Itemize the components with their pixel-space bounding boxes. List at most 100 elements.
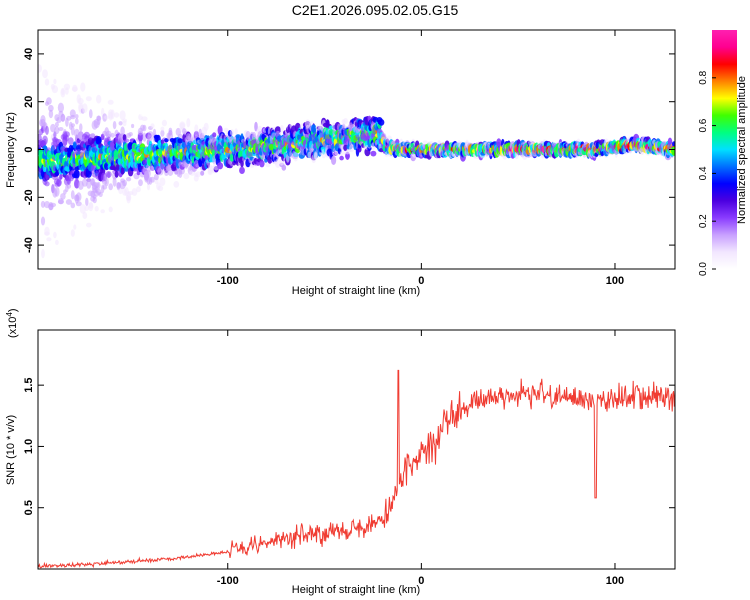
heatmap-cell (343, 118, 348, 124)
heatmap-cell (168, 129, 173, 136)
heatmap-cell (70, 202, 76, 209)
heatmap-cell (152, 128, 157, 137)
x-tick-label: 0 (418, 575, 424, 587)
colorbar-label: Normalized spectral amplitude (736, 76, 748, 224)
heatmap-cell (48, 104, 54, 112)
heatmap-cell (70, 190, 75, 200)
heatmap-cell (100, 209, 105, 214)
y-tick-label: 0.5 (23, 500, 35, 515)
heatmap-cell (98, 191, 103, 197)
heatmap-cell (313, 151, 318, 160)
heatmap-cell (66, 115, 72, 121)
heatmap-cell (48, 109, 54, 119)
heatmap-cell (64, 134, 69, 142)
y-tick-label: 20 (23, 96, 35, 108)
snr-xlabel: Height of straight line (km) (292, 584, 420, 596)
heatmap-cell (177, 138, 183, 144)
heatmap-cell (234, 128, 238, 135)
heatmap-cell (80, 82, 86, 92)
heatmap-cell (138, 179, 143, 187)
heatmap-cell (53, 231, 57, 239)
heatmap-cell (212, 132, 217, 138)
heatmap-cell (96, 181, 101, 190)
heatmap-cell (142, 124, 147, 132)
colorbar-tick-label: 0.6 (698, 118, 709, 132)
heatmap-cell (84, 205, 90, 211)
heatmap-cell (67, 137, 74, 146)
heatmap-cell (70, 123, 76, 128)
heatmap-cell (136, 186, 141, 193)
heatmap-cell (104, 178, 109, 187)
heatmap-cell (124, 138, 130, 143)
heatmap-cell (203, 122, 209, 131)
heatmap-cell (89, 109, 93, 119)
heatmap-cell (146, 183, 151, 191)
heatmap-cell (274, 158, 281, 168)
heatmap-axes: -100 0 100 -40 -20 0 20 40 (23, 30, 675, 287)
heatmap-cell (159, 177, 166, 186)
heatmap-cell (311, 124, 317, 133)
heatmap-xlabel: Height of straight line (km) (292, 285, 420, 297)
heatmap-cell (128, 132, 133, 137)
heatmap-cell (82, 212, 88, 219)
heatmap-cell (77, 97, 84, 105)
heatmap-cell (94, 205, 99, 212)
heatmap-cell (280, 125, 284, 133)
snr-ylabel: SNR (10 * v/v) (5, 415, 17, 485)
heatmap-cell (114, 112, 120, 118)
snr-scale-label: (x104) (5, 308, 19, 338)
snr-plot-area (38, 369, 675, 569)
heatmap-cell (161, 119, 167, 127)
heatmap-cell (194, 124, 199, 133)
heatmap-cell (63, 131, 70, 138)
heatmap-cell (85, 96, 92, 102)
heatmap-cell (150, 176, 155, 183)
heatmap-cell (96, 94, 102, 104)
heatmap-cell (70, 114, 76, 120)
heatmap-cell (112, 121, 117, 130)
colorbar-ticks: 0.0 0.2 0.4 0.6 0.8 (698, 70, 716, 276)
heatmap-cell (70, 229, 75, 237)
heatmap-cell (182, 180, 187, 188)
heatmap-cell (150, 123, 155, 129)
heatmap-cell (75, 118, 79, 125)
heatmap-cell (73, 224, 77, 230)
heatmap-cell (61, 88, 65, 96)
heatmap-cell (54, 171, 60, 176)
heatmap-cell (120, 167, 125, 175)
heatmap-cell (187, 133, 193, 144)
y-tick-label: 0 (23, 146, 35, 152)
heatmap-cell (54, 126, 60, 135)
heatmap-cell (105, 171, 112, 178)
heatmap-cell (88, 202, 94, 209)
heatmap-cell (75, 201, 82, 207)
page-title: C2E1.2026.095.02.05.G15 (291, 2, 459, 18)
heatmap-cell (110, 109, 115, 120)
heatmap-cell (82, 103, 88, 113)
heatmap-cell (200, 170, 205, 176)
heatmap-cell (179, 122, 185, 129)
y-tick-label: -20 (23, 189, 35, 205)
heatmap-cell (51, 85, 59, 94)
heatmap-cell (171, 166, 178, 172)
colorbar-tick-label: 0.8 (698, 70, 709, 84)
heatmap-cell (160, 129, 165, 137)
snr-frame (37, 329, 676, 570)
heatmap-cell (107, 99, 114, 105)
heatmap-cell (118, 188, 123, 195)
heatmap-cell (136, 170, 141, 176)
heatmap-cell (102, 184, 108, 190)
heatmap-cell (56, 117, 62, 123)
heatmap-cell (63, 83, 71, 91)
heatmap-cell (148, 134, 153, 142)
heatmap-cell (106, 133, 112, 138)
y-tick-label: 40 (23, 48, 35, 60)
heatmap-cell (141, 116, 148, 121)
heatmap-cell (146, 169, 151, 178)
heatmap-cell (48, 63, 54, 74)
heatmap-cell (281, 164, 287, 171)
heatmap-cell (42, 69, 48, 79)
heatmap-cell (217, 162, 224, 170)
heatmap-cell (108, 183, 113, 191)
